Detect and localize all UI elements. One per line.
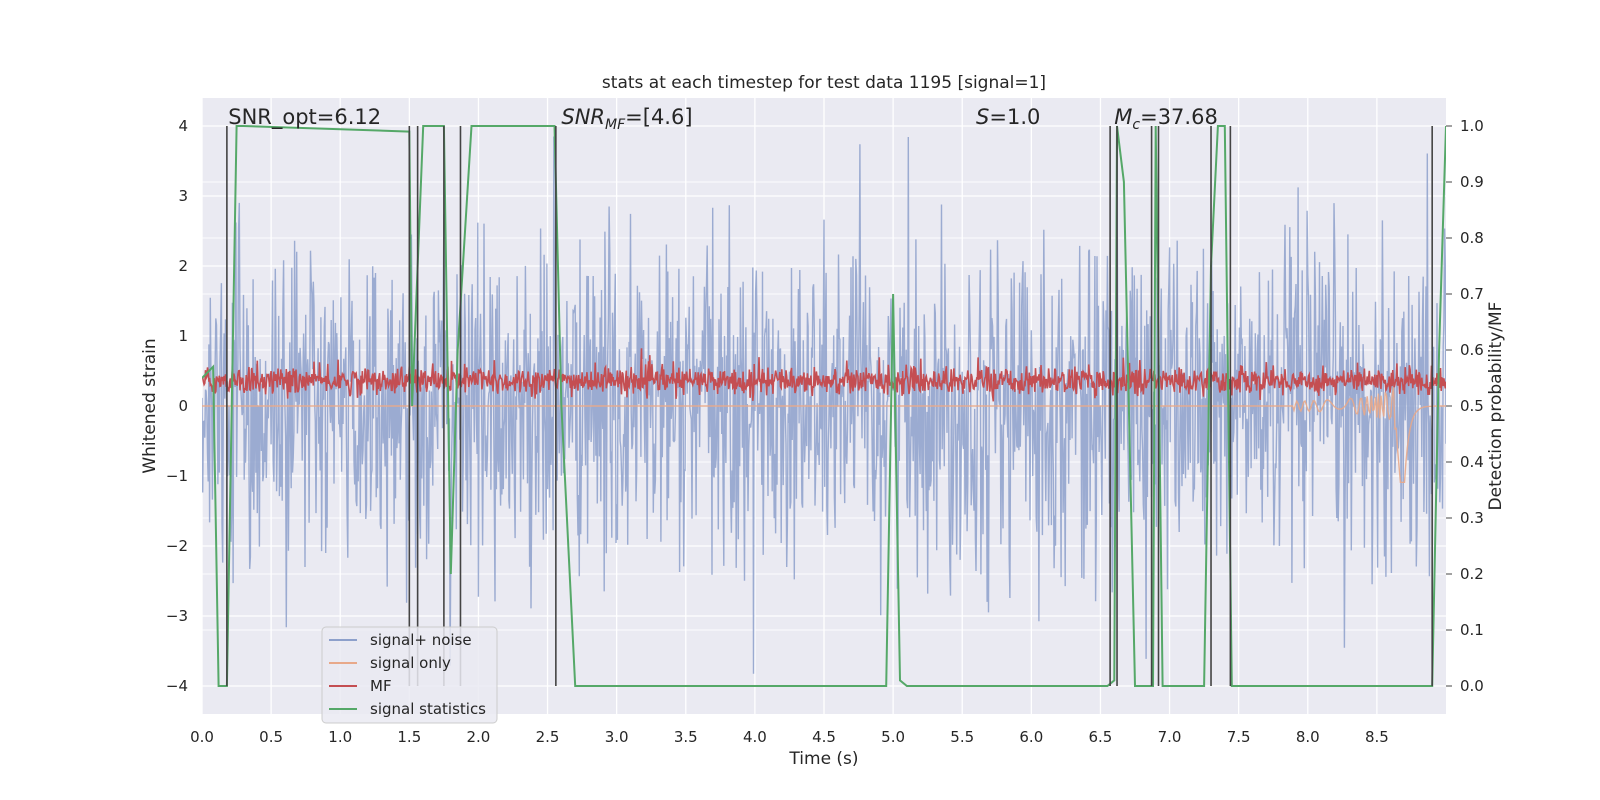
ticks-layer: 0.0 0.5 1.0 1.5 2.0 2.5 3.0 3.5 4.0 4.5 5.0 5.5 6.0 6… <box>166 117 1484 746</box>
y-tick-label-right: 0.0 <box>1460 677 1484 695</box>
x-tick-label: 1.5 <box>397 728 421 746</box>
y-tick-label-right: 0.6 <box>1460 341 1484 359</box>
annotation-text: Mc=37.68 <box>1114 105 1218 133</box>
x-tick-label: 6.0 <box>1019 728 1043 746</box>
x-tick-label: 5.5 <box>950 728 974 746</box>
series-signal-statistics-line <box>202 125 1446 687</box>
y-tick-label-left: 0 <box>178 397 188 415</box>
x-tick-label: 1.0 <box>328 728 352 746</box>
x-tick-label: 7.0 <box>1158 728 1182 746</box>
x-tick-label: 3.5 <box>674 728 698 746</box>
x-tick-label: 8.5 <box>1365 728 1389 746</box>
legend-label-signal-noise: signal+ noise <box>370 631 472 649</box>
y-tick-label-right: 0.5 <box>1460 397 1484 415</box>
x-tick-label: 8.0 <box>1296 728 1320 746</box>
x-tick-label: 4.5 <box>812 728 836 746</box>
legend: signal+ noise signal only MF signal stat… <box>321 626 498 724</box>
x-axis-label: Time (s) <box>788 749 858 769</box>
legend-box <box>321 626 498 724</box>
legend-label-mf: MF <box>370 677 392 695</box>
y-tick-label-left: 1 <box>178 327 188 345</box>
legend-label-signal-only: signal only <box>370 654 451 672</box>
y-tick-label-right: 0.2 <box>1460 565 1484 583</box>
vertical-marker-layer <box>226 126 1433 686</box>
chart-title: stats at each timestep for test data 119… <box>602 73 1046 93</box>
x-tick-label: 0.5 <box>259 728 283 746</box>
x-tick-label: 3.0 <box>605 728 629 746</box>
y-tick-label-left: −1 <box>166 467 188 485</box>
y-tick-label-left: −3 <box>166 607 188 625</box>
y-axis-label-left: Whitened strain <box>140 338 160 473</box>
legend-label-signal-statistics: signal statistics <box>370 700 486 718</box>
y-tick-label-left: 3 <box>178 187 188 205</box>
x-tick-label: 2.0 <box>467 728 491 746</box>
y-tick-label-left: −2 <box>166 537 188 555</box>
y-tick-label-right: 0.3 <box>1460 509 1484 527</box>
y-tick-label-left: −4 <box>166 677 188 695</box>
annotation-layer: SNR_opt=6.12 SNRMF=[4.6] S=1.0 Mc=37.68 <box>228 105 1218 133</box>
x-tick-label: 0.0 <box>190 728 214 746</box>
y-axis-label-right: Detection probability/MF <box>1486 302 1506 511</box>
x-tick-label: 6.5 <box>1089 728 1113 746</box>
y-tick-label-right: 0.8 <box>1460 229 1484 247</box>
annotation-text: S=1.0 <box>976 105 1040 129</box>
y-tick-label-left: 2 <box>178 257 188 275</box>
annotation-text: SNR_opt=6.12 <box>228 105 381 130</box>
y-tick-label-right: 0.4 <box>1460 453 1484 471</box>
y-tick-label-right: 0.9 <box>1460 173 1484 191</box>
x-tick-label: 7.5 <box>1227 728 1251 746</box>
annotation-text: SNRMF=[4.6] <box>561 105 692 133</box>
y-tick-label-right: 0.7 <box>1460 285 1484 303</box>
x-tick-label: 4.0 <box>743 728 767 746</box>
x-tick-label: 2.5 <box>536 728 560 746</box>
x-tick-label: 5.0 <box>881 728 905 746</box>
y-tick-label-right: 0.1 <box>1460 621 1484 639</box>
y-tick-label-right: 1.0 <box>1460 117 1484 135</box>
y-tick-label-left: 4 <box>178 117 188 135</box>
